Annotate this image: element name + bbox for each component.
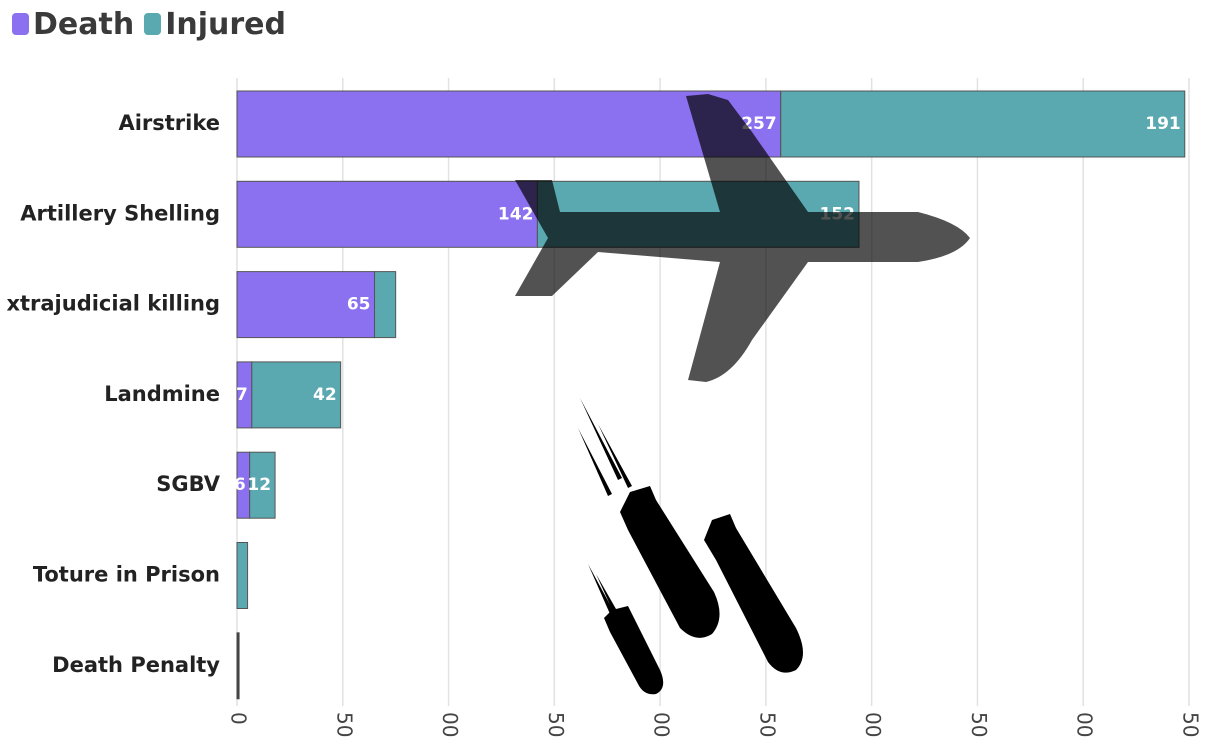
x-tick-label: 00 (650, 712, 674, 737)
falling-bombs-icon (578, 398, 803, 695)
data-label: 42 (313, 385, 337, 405)
category-label: xtrajudicial killing (6, 292, 220, 316)
bar-injured[interactable] (251, 361, 342, 429)
x-tick-label: 50 (544, 712, 568, 737)
bar-injured[interactable] (249, 451, 276, 519)
x-tick-label: 0 (227, 712, 251, 725)
data-label: 142 (498, 204, 534, 224)
x-tick-label: 00 (438, 712, 462, 737)
bar-injured[interactable] (374, 271, 397, 339)
x-tick-label: 50 (755, 712, 779, 737)
legend-label-injured: Injured (165, 6, 286, 42)
legend-swatch-injured (144, 13, 162, 35)
decoration (515, 94, 970, 695)
bar-minimal[interactable] (237, 632, 239, 699)
bar-injured[interactable] (236, 542, 249, 609)
x-tick-label: 50 (1179, 712, 1203, 737)
category-label: Landmine (104, 382, 220, 406)
category-label: Toture in Prison (33, 563, 220, 587)
category-label: Airstrike (118, 111, 220, 135)
airplane-icon (515, 94, 970, 382)
data-label: 65 (347, 295, 371, 315)
x-tick-label: 50 (967, 712, 991, 737)
x-tick-label: 50 (332, 712, 356, 737)
x-tick-label: 00 (1073, 712, 1097, 737)
data-label: 257 (741, 114, 777, 134)
data-label: 191 (1145, 114, 1181, 134)
data-label: 7 (236, 385, 248, 405)
x-axis-ticks: 0 50 00 50 00 50 00 50 00 50 (227, 712, 1203, 737)
category-label: SGBV (156, 472, 221, 496)
category-label: Artillery Shelling (20, 201, 220, 225)
category-label: Death Penalty (52, 653, 220, 677)
legend-swatch-death (12, 13, 29, 35)
data-label: 12 (247, 475, 271, 495)
bar-death[interactable] (236, 180, 538, 248)
legend: Death Injured (12, 4, 290, 44)
legend-item-death[interactable]: Death (12, 7, 134, 42)
category-labels: Airstrike Artillery Shelling xtrajudicial … (6, 111, 220, 677)
legend-label-death: Death (33, 6, 135, 42)
x-tick-label: 00 (861, 712, 885, 737)
bar-injured[interactable] (780, 90, 1186, 158)
legend-item-injured[interactable]: Injured (144, 7, 286, 42)
data-label: 6 (234, 475, 246, 495)
